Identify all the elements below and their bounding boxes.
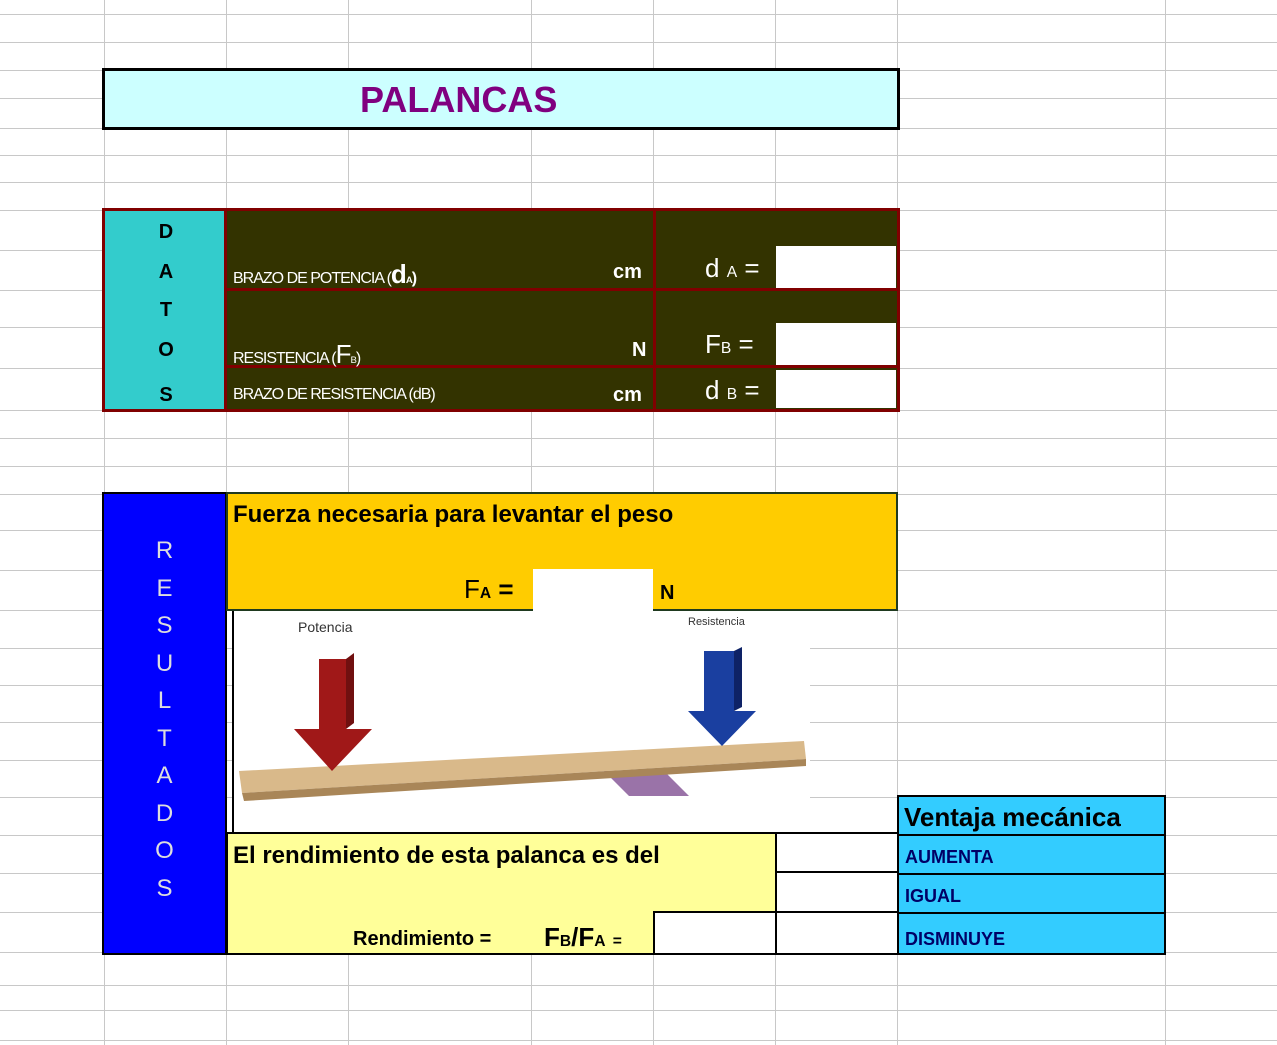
row-line [0,466,1277,467]
divider [227,288,900,291]
variable: FA = [464,574,514,604]
divider [775,911,899,913]
row-line [0,985,1277,986]
divider [653,211,656,409]
fuerza-text: Fuerza necesaria para levantar el peso [233,501,674,528]
divider [775,871,899,873]
letter: S [156,874,173,902]
option: AUMENTA [905,847,994,867]
letter: O [158,339,174,361]
image-label: Potencia [298,619,353,635]
rendimiento-text: El rendimiento de esta palanca es del [233,842,660,869]
formula: FB/FA = [544,922,622,952]
letter: U [155,649,174,677]
letter: O [155,837,174,864]
row-line [0,1040,1277,1041]
col-line [1165,0,1166,1045]
option: DISMINUYE [905,929,1006,949]
row-line [0,438,1277,439]
ventaja-header: Ventaja mecánica [904,802,1121,832]
result-cell [775,832,899,955]
row-line [0,42,1277,43]
lever-drawing: Potencia Resistencia [239,616,806,801]
row-line [0,1010,1277,1011]
input-cell[interactable] [776,246,896,288]
unit: cm [613,261,642,283]
row-line [0,155,1277,156]
row-line [0,14,1277,15]
input-cell[interactable] [776,323,896,365]
letter: T [159,299,173,321]
row-label: RESISTENCIA (FB) [233,339,361,369]
divider [227,365,900,368]
option-cell[interactable]: AUMENTA [899,834,1164,873]
image-label: Resistencia [688,616,746,628]
title-cell: PALANCAS [102,68,900,130]
letter: A [158,261,174,283]
unit: N [660,582,675,604]
input-cell[interactable] [776,370,896,408]
unit: cm [613,384,642,406]
option-cell[interactable]: IGUAL [899,873,1164,912]
variable: FB = [705,329,754,359]
option-cell[interactable]: DISMINUYE [899,912,1164,951]
letter: T [157,724,172,752]
letter: D [155,799,174,827]
letter: R [155,537,174,564]
letter: D [158,221,174,243]
letter: S [159,384,173,406]
row-label: BRAZO DE POTENCIA (dA) [233,259,417,289]
row-line [0,182,1277,183]
title: PALANCAS [360,79,558,120]
result-cell [653,911,777,955]
result-cell [533,569,653,611]
row-label: BRAZO DE RESISTENCIA (dB) [233,386,436,403]
variable: d A = [705,253,760,283]
option: IGUAL [905,886,961,906]
letter: S [156,612,173,639]
fuerza-cell: Fuerza necesaria para levantar el peso F… [226,492,898,611]
formula-label: Rendimiento = [353,928,492,950]
letter: E [156,574,173,602]
letter: A [156,762,173,789]
ventaja-block: Ventaja mecánica AUMENTA IGUAL DISMINUYE [897,795,1166,955]
letter: L [157,687,172,714]
lever-image: Potencia Resistencia [232,611,810,832]
variable: d B = [705,375,760,405]
unit: N [632,339,647,361]
